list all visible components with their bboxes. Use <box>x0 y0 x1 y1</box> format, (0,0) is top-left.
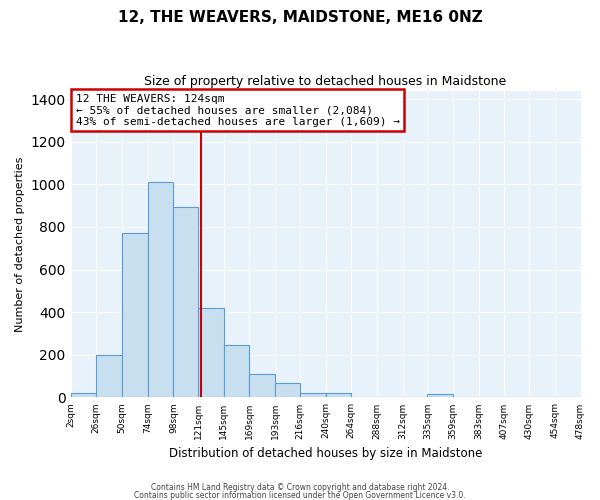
X-axis label: Distribution of detached houses by size in Maidstone: Distribution of detached houses by size … <box>169 447 482 460</box>
Bar <box>250 374 275 398</box>
Bar <box>427 394 453 398</box>
Bar <box>326 393 351 398</box>
Bar <box>148 182 173 398</box>
Text: 12, THE WEAVERS, MAIDSTONE, ME16 0NZ: 12, THE WEAVERS, MAIDSTONE, ME16 0NZ <box>118 10 482 25</box>
Y-axis label: Number of detached properties: Number of detached properties <box>15 156 25 332</box>
Text: 12 THE WEAVERS: 124sqm
← 55% of detached houses are smaller (2,084)
43% of semi-: 12 THE WEAVERS: 124sqm ← 55% of detached… <box>76 94 400 127</box>
Bar <box>300 392 326 398</box>
Bar <box>122 234 148 398</box>
Title: Size of property relative to detached houses in Maidstone: Size of property relative to detached ho… <box>145 75 506 88</box>
Bar <box>173 206 198 398</box>
Bar <box>224 345 250 398</box>
Text: Contains public sector information licensed under the Open Government Licence v3: Contains public sector information licen… <box>134 490 466 500</box>
Bar <box>96 355 122 398</box>
Bar <box>71 393 96 398</box>
Bar <box>275 382 300 398</box>
Bar <box>198 308 224 398</box>
Text: Contains HM Land Registry data © Crown copyright and database right 2024.: Contains HM Land Registry data © Crown c… <box>151 484 449 492</box>
